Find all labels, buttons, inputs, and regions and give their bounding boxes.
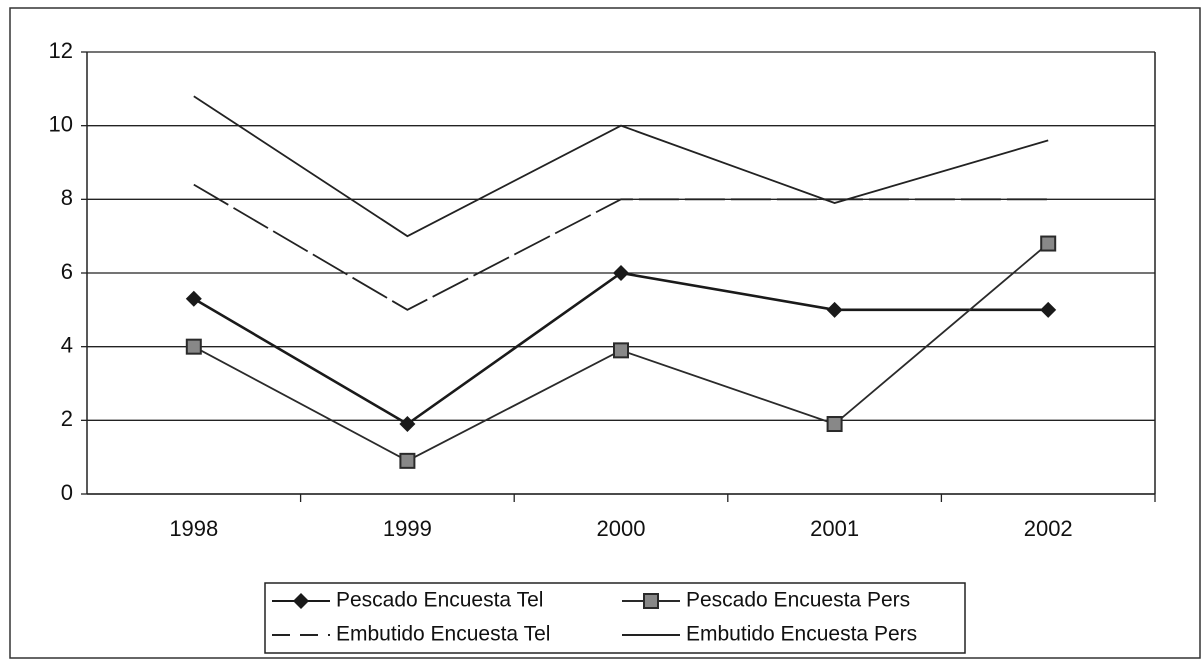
y-tick-label: 12	[49, 38, 73, 63]
x-tick-label: 2001	[810, 516, 859, 541]
x-tick-label: 1998	[169, 516, 218, 541]
legend-marker	[643, 593, 659, 609]
legend-label: Embutido Encuesta Tel	[336, 623, 550, 646]
point-marker	[1040, 301, 1057, 318]
series-line	[193, 95, 1049, 238]
legend-label: Pescado Encuesta Tel	[336, 589, 543, 612]
chart-frame	[9, 7, 1201, 659]
y-tick-label: 6	[61, 259, 73, 284]
legend-marker	[293, 593, 309, 609]
x-tick-label: 2000	[597, 516, 646, 541]
y-tick-label: 0	[61, 480, 73, 505]
point-marker	[399, 416, 416, 433]
point-marker	[185, 338, 202, 355]
point-marker	[826, 416, 843, 433]
point-marker	[613, 342, 629, 359]
legend-label: Pescado Encuesta Pers	[686, 589, 910, 612]
point-marker	[826, 301, 843, 318]
series-line	[193, 183, 1049, 311]
point-marker	[613, 265, 629, 281]
legend-box	[264, 582, 966, 654]
y-tick-label: 8	[61, 185, 73, 210]
legend-label: Embutido Encuesta Pers	[686, 623, 917, 646]
y-tick-label: 10	[49, 111, 73, 136]
x-tick-label: 2002	[1024, 516, 1073, 541]
point-marker	[1040, 235, 1057, 252]
point-marker	[399, 452, 416, 469]
point-marker	[185, 290, 202, 307]
y-tick-label: 4	[61, 332, 73, 357]
y-tick-label: 2	[61, 406, 73, 431]
x-tick-label: 1999	[383, 516, 432, 541]
